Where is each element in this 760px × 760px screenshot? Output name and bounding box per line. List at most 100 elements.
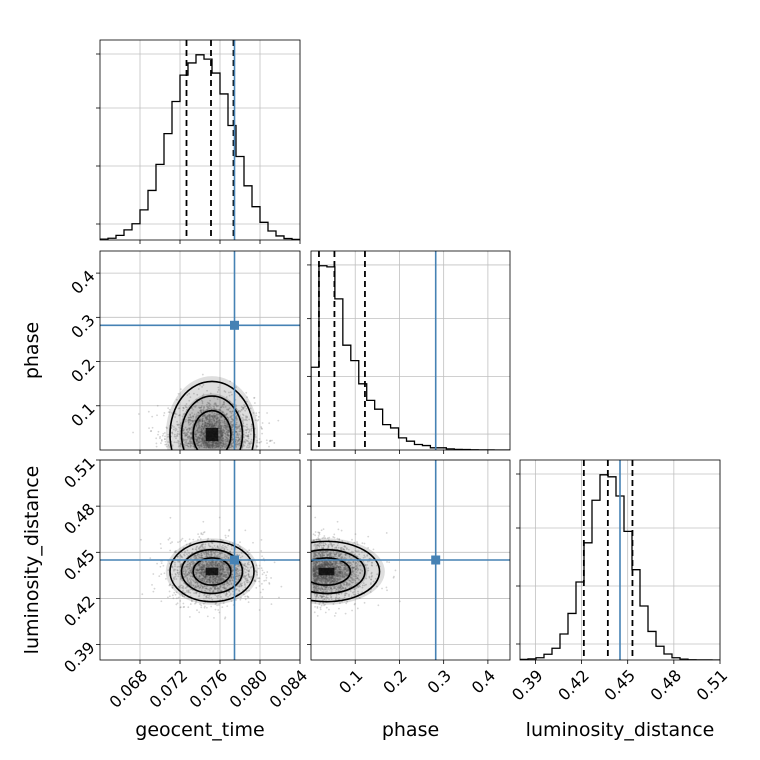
sample-point (336, 586, 339, 589)
sample-point (327, 563, 330, 565)
sample-point (202, 433, 204, 436)
sample-point (212, 561, 215, 564)
sample-point (197, 547, 200, 550)
sample-point (206, 562, 209, 565)
sample-point (324, 562, 327, 565)
sample-point (326, 596, 329, 599)
sample-point (226, 408, 228, 411)
sample-point (204, 444, 207, 447)
sample-point (188, 552, 190, 554)
sample-point (361, 584, 364, 587)
sample-point (235, 386, 237, 389)
sample-point (321, 560, 324, 563)
sample-point (246, 439, 248, 442)
sample-point (336, 574, 339, 576)
sample-point (187, 560, 190, 563)
sample-point (184, 418, 187, 421)
sample-point (351, 609, 353, 612)
sample-point (215, 575, 218, 578)
sample-point (203, 438, 206, 441)
sample-point (320, 576, 323, 578)
sample-point (168, 590, 171, 593)
sample-point (221, 574, 224, 576)
sample-point (336, 573, 338, 576)
sample-point (392, 576, 395, 579)
sample-point (201, 419, 204, 422)
sample-point (222, 403, 225, 406)
sample-point (245, 435, 248, 437)
sample-point (195, 429, 198, 432)
sample-point (236, 432, 239, 435)
sample-point (206, 585, 208, 588)
sample-point (201, 420, 204, 423)
sample-point (326, 561, 329, 564)
sample-point (212, 442, 215, 444)
sample-point (319, 580, 322, 583)
sample-point (336, 570, 339, 572)
sample-point (218, 429, 221, 432)
sample-point (204, 442, 207, 445)
sample-point (204, 546, 206, 548)
sample-point (204, 424, 207, 427)
sample-point (211, 444, 213, 447)
sample-point (208, 560, 211, 563)
sample-point (217, 445, 220, 448)
sample-point (196, 585, 199, 587)
sample-point (353, 541, 356, 544)
sample-point (248, 549, 251, 552)
sample-point (239, 583, 242, 586)
sample-point (331, 545, 334, 548)
sample-point (187, 431, 190, 433)
sample-point (248, 429, 251, 432)
sample-point (340, 570, 343, 573)
sample-point (333, 585, 336, 587)
sample-point (354, 568, 357, 571)
sample-point (198, 434, 201, 436)
sample-point (186, 577, 189, 580)
sample-point (347, 548, 350, 551)
sample-point (326, 597, 329, 600)
sample-point (246, 419, 248, 422)
sample-point (177, 445, 180, 448)
sample-point (204, 424, 207, 427)
sample-point (194, 438, 196, 440)
sample-point (354, 563, 357, 565)
sample-point (337, 585, 340, 587)
sample-point (215, 446, 218, 449)
sample-point (248, 442, 251, 445)
sample-point (324, 551, 326, 554)
sample-point (337, 566, 340, 568)
sample-point (200, 572, 203, 575)
sample-point (227, 535, 230, 537)
sample-point (196, 414, 198, 417)
sample-point (220, 573, 223, 575)
sample-point (194, 569, 196, 571)
sample-point (313, 553, 315, 556)
sample-point (220, 561, 223, 564)
sample-point (331, 565, 334, 568)
sample-point (268, 581, 271, 584)
sample-point (337, 587, 339, 589)
sample-point (190, 436, 192, 439)
sample-point (253, 402, 256, 404)
sample-point (313, 585, 316, 588)
sample-point (215, 442, 218, 445)
sample-point (313, 552, 316, 555)
sample-point (314, 585, 317, 588)
sample-point (326, 550, 329, 553)
sample-point (203, 444, 205, 447)
sample-point (333, 578, 335, 581)
sample-point (200, 563, 203, 566)
sample-point (198, 407, 201, 410)
sample-point (337, 566, 339, 568)
sample-point (316, 589, 319, 592)
sample-point (247, 437, 250, 440)
sample-point (314, 569, 317, 572)
sample-point (204, 571, 207, 573)
sample-point (225, 592, 228, 595)
sample-point (254, 579, 256, 582)
sample-point (393, 575, 395, 578)
sample-point (324, 561, 327, 564)
sample-point (227, 427, 229, 429)
sample-point (238, 444, 241, 447)
